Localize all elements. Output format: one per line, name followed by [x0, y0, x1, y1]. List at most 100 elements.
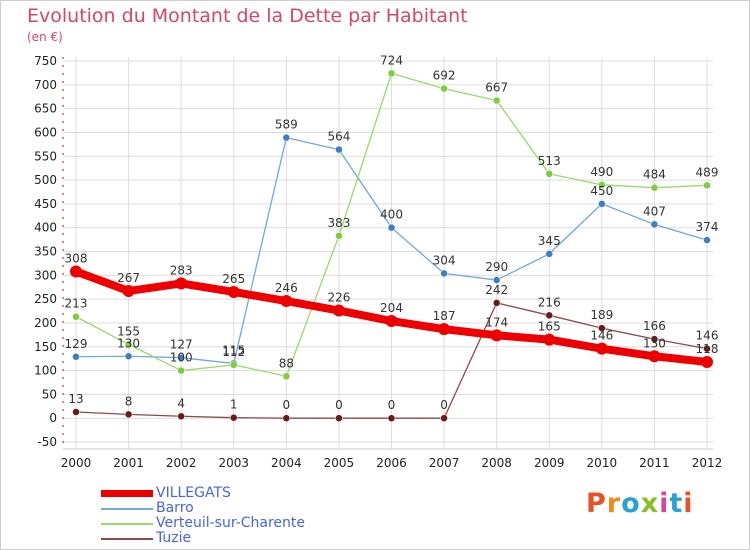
x-tick-label: 2000	[61, 456, 92, 470]
data-point	[598, 324, 606, 332]
x-tick-label: 2002	[166, 456, 197, 470]
data-label: 130	[643, 336, 666, 350]
data-label: 374	[696, 220, 719, 234]
data-label: 187	[433, 309, 456, 323]
data-point	[703, 344, 711, 353]
data-point	[648, 350, 661, 363]
data-label: 8	[125, 394, 133, 408]
x-tick-label: 2004	[271, 456, 302, 470]
data-label: 0	[335, 398, 343, 412]
data-label: 4	[177, 396, 185, 410]
data-label: 246	[275, 281, 298, 295]
data-point	[703, 236, 711, 244]
data-point	[438, 323, 451, 336]
data-label: 0	[283, 398, 291, 412]
data-label: 589	[275, 118, 298, 132]
data-point	[598, 200, 606, 208]
data-label: 450	[590, 184, 613, 198]
x-tick-label: 2007	[429, 456, 460, 470]
y-tick-label: 150	[34, 340, 57, 354]
legend-swatch	[101, 508, 153, 510]
data-label: 13	[68, 392, 83, 406]
y-tick-label: 550	[34, 149, 57, 163]
data-label: 724	[380, 53, 403, 67]
series-lines	[70, 69, 713, 422]
data-label: 118	[696, 342, 719, 356]
data-point	[545, 170, 553, 178]
data-label: 189	[590, 308, 613, 322]
data-point	[387, 414, 396, 422]
y-tick-label: 450	[34, 197, 57, 211]
data-label: 88	[279, 356, 294, 370]
data-label: 304	[433, 253, 456, 267]
data-point	[492, 96, 501, 105]
y-tick-label: -50	[37, 435, 57, 449]
data-label: 265	[222, 272, 245, 286]
legend-label: Barro	[156, 500, 194, 516]
data-point	[543, 333, 556, 346]
y-tick-label: 50	[42, 387, 57, 401]
proxiti-logo: Proxiti	[586, 488, 694, 519]
data-label: 174	[485, 315, 508, 329]
data-point	[335, 232, 343, 240]
data-label: 667	[485, 81, 508, 95]
y-tick-label: 0	[49, 411, 57, 425]
data-label: 0	[440, 398, 448, 412]
y-tick-label: 250	[34, 292, 57, 306]
data-label: 564	[327, 130, 350, 144]
grid	[63, 57, 713, 449]
data-point	[282, 372, 291, 381]
data-label: 213	[65, 297, 88, 311]
data-point	[72, 353, 80, 361]
data-label: 267	[117, 271, 140, 285]
x-tick-label: 2006	[376, 456, 407, 470]
data-point	[545, 311, 553, 320]
data-label: 308	[65, 252, 88, 266]
x-tick-label: 2009	[534, 456, 565, 470]
data-point	[124, 352, 133, 361]
y-tick-label: 750	[34, 54, 57, 68]
x-tick-label: 2005	[324, 456, 355, 470]
data-label: 489	[696, 165, 719, 179]
legend-label: Tuzie	[156, 530, 192, 546]
data-label: 283	[170, 263, 193, 277]
data-label: 345	[538, 234, 561, 248]
data-point	[124, 410, 133, 419]
data-point	[387, 223, 396, 232]
y-tick-label: 400	[34, 221, 57, 235]
legend-label: Verteuil-sur-Charente	[156, 515, 306, 531]
legend-swatch	[101, 490, 153, 497]
legend-swatch	[101, 523, 153, 525]
y-tick-label: 600	[34, 125, 57, 139]
data-label: 129	[65, 337, 88, 351]
data-label: 204	[380, 301, 403, 315]
data-point	[598, 181, 606, 189]
data-point	[175, 277, 188, 290]
data-point	[492, 299, 501, 307]
data-label: 1	[230, 398, 238, 412]
x-tick-label: 2011	[639, 456, 670, 470]
y-tick-label: 350	[34, 245, 57, 259]
data-label: 0	[388, 398, 396, 412]
data-point	[177, 412, 185, 421]
data-point	[650, 183, 659, 192]
data-label: 484	[643, 168, 666, 182]
data-label: 692	[433, 69, 456, 83]
data-point	[650, 220, 659, 229]
y-tick-label: 100	[34, 364, 57, 378]
data-point	[385, 315, 398, 328]
data-point	[387, 69, 396, 78]
x-tick-label: 2008	[481, 456, 512, 470]
chart-subtitle: (en €)	[27, 30, 63, 44]
data-label: 290	[485, 260, 508, 274]
data-label: 407	[643, 204, 666, 218]
y-tick-label: 700	[34, 78, 57, 92]
data-point	[177, 366, 185, 375]
data-label: 513	[538, 154, 561, 168]
data-point	[595, 342, 608, 355]
data-point	[227, 285, 240, 298]
data-point	[440, 84, 448, 93]
data-label: 130	[117, 336, 140, 350]
data-point	[440, 414, 448, 422]
